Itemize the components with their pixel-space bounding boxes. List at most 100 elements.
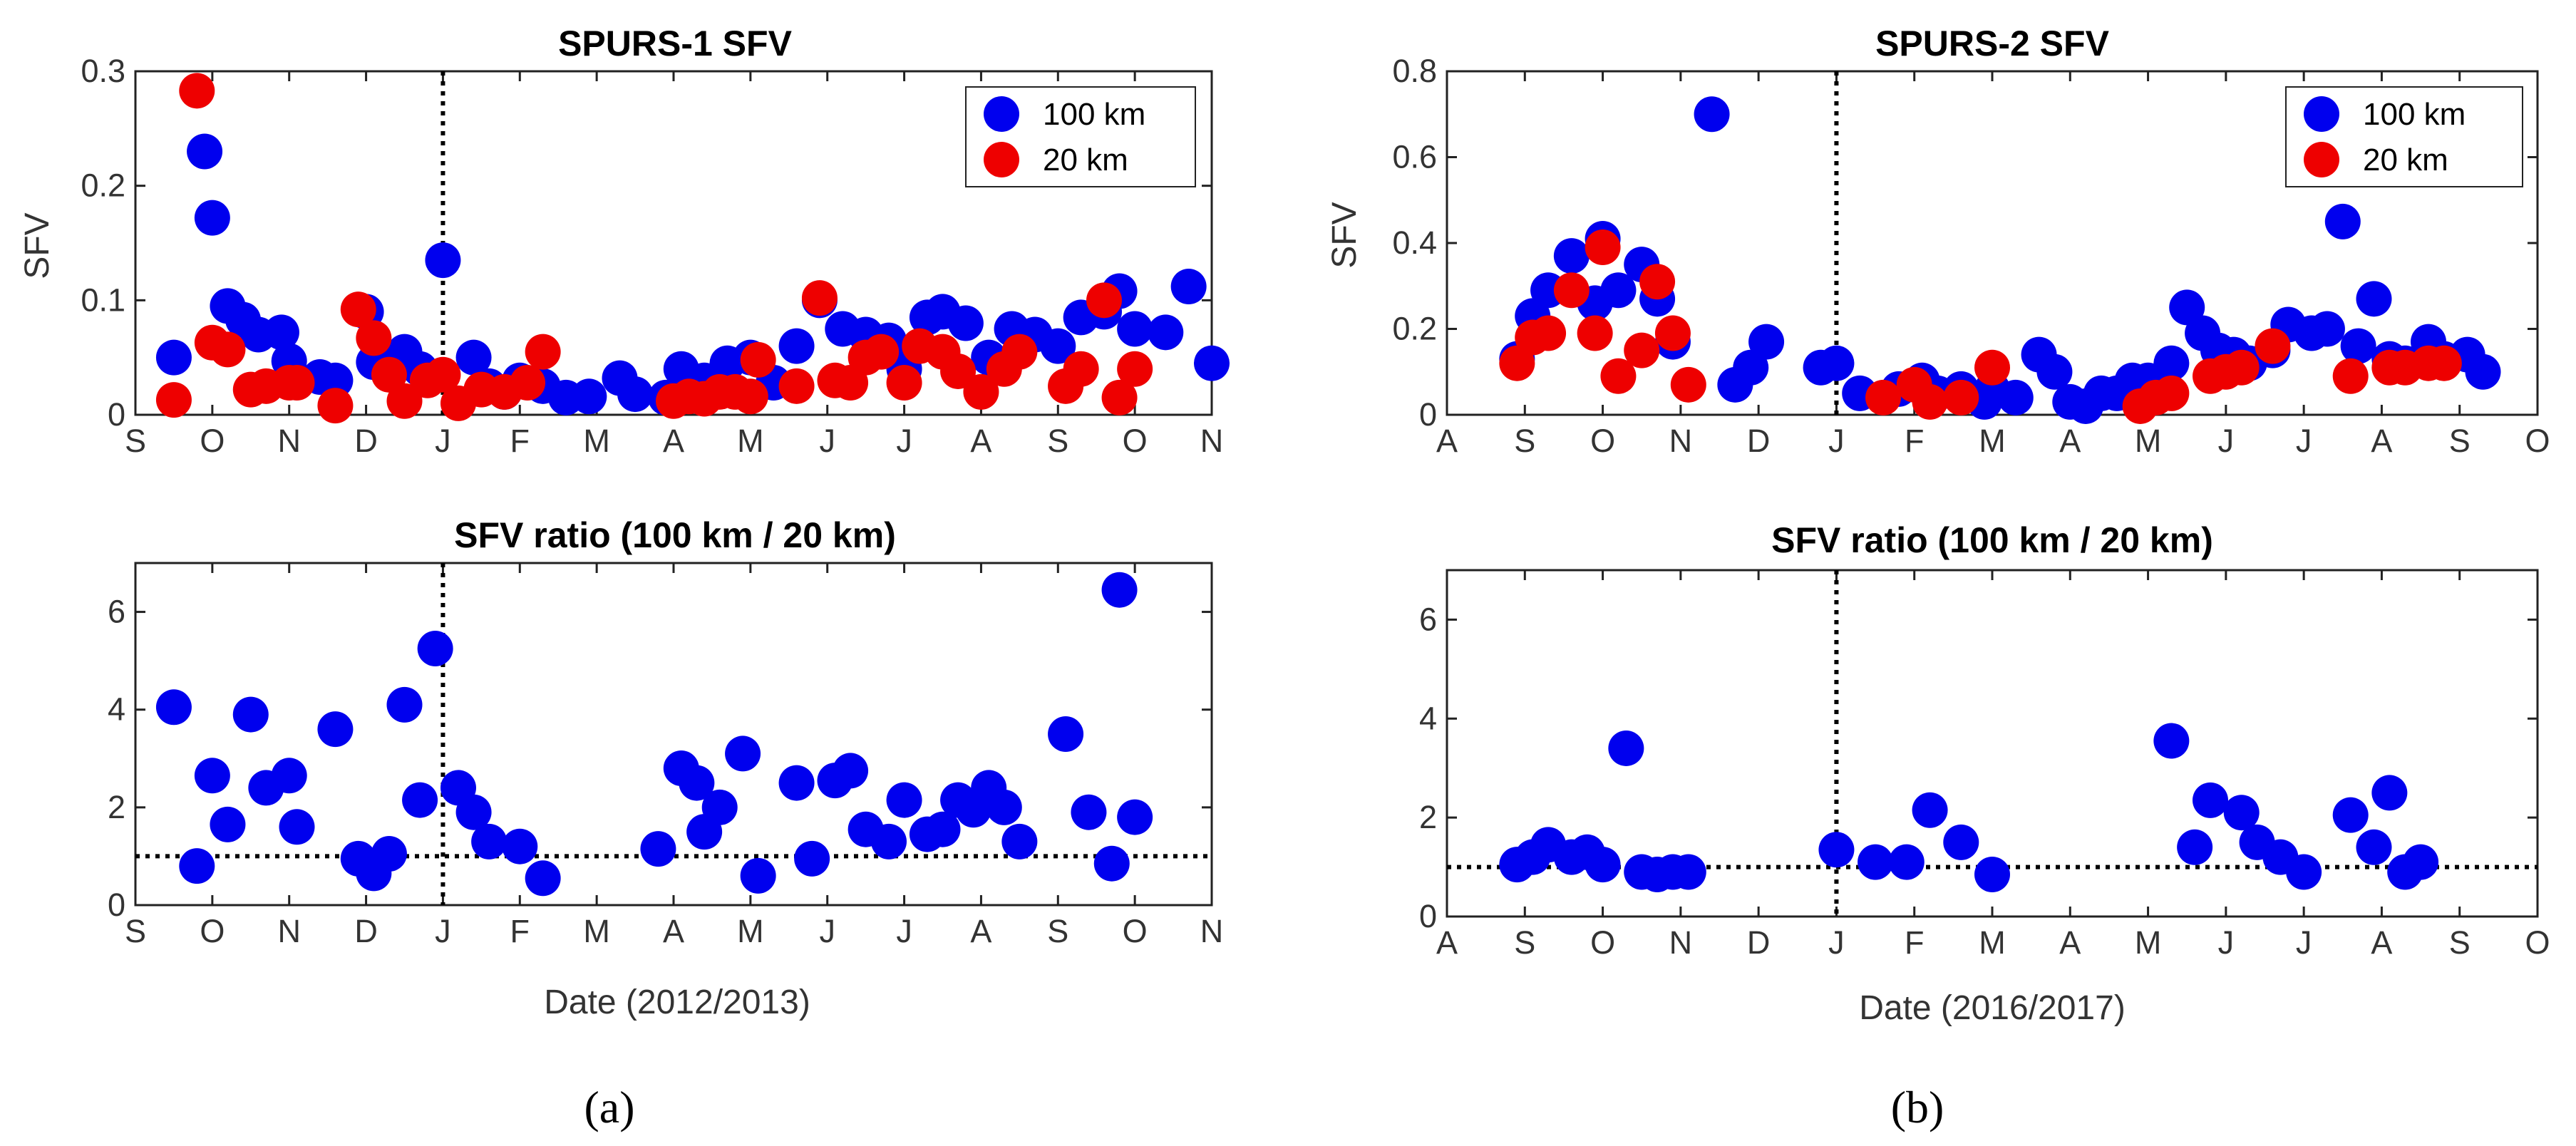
data-point (2153, 375, 2190, 411)
data-point (1040, 328, 1076, 364)
data-point (1997, 379, 2034, 415)
data-point (986, 789, 1022, 825)
data-point (2177, 829, 2213, 865)
x-tick-label: D (1747, 423, 1771, 459)
data-point (386, 686, 423, 723)
data-point (1048, 716, 1084, 752)
chart-title: SFV ratio (100 km / 20 km) (454, 515, 896, 555)
x-tick-label: A (663, 423, 684, 459)
data-point (1530, 315, 1567, 351)
data-point (1912, 383, 1948, 420)
y-tick-label: 0.1 (81, 282, 125, 318)
y-tick-label: 0.6 (1392, 139, 1437, 175)
x-tick-label: D (354, 423, 378, 459)
series-20-km (1499, 229, 2462, 424)
data-point (2356, 829, 2392, 865)
x-tick-label: N (1669, 924, 1693, 961)
chart-title: SFV ratio (100 km / 20 km) (1771, 520, 2213, 560)
series-ratio (155, 572, 1153, 897)
data-point (371, 356, 407, 393)
x-tick-label: S (1514, 423, 1535, 459)
panel-a-bottom-chart: S O N D J F M A M J J A S O N 0 2 4 6 SFV ratio (100 km / 2… (108, 515, 1223, 1021)
data-point (963, 373, 999, 410)
data-point (778, 765, 815, 801)
data-point (417, 631, 453, 666)
y-tick-label: 0 (1419, 396, 1437, 433)
x-tick-label: N (1669, 423, 1693, 459)
data-point (179, 848, 215, 884)
x-tick-label: J (1828, 924, 1845, 961)
data-point (210, 806, 246, 842)
data-point (947, 305, 984, 341)
x-tick-label: M (737, 913, 764, 949)
data-point (179, 73, 215, 109)
data-point (155, 689, 192, 726)
legend-label: 20 km (2363, 143, 2448, 177)
data-point (1858, 844, 1894, 880)
data-point (340, 291, 376, 328)
y-tick-label: 0.2 (81, 167, 125, 204)
x-tick-label: M (1979, 423, 2006, 459)
data-point (886, 782, 922, 818)
data-point (2340, 328, 2376, 364)
x-tick-label: J (2218, 423, 2235, 459)
data-point (386, 383, 423, 419)
x-tick-label: M (737, 423, 764, 459)
legend-label: 100 km (1043, 97, 1145, 132)
data-point (510, 365, 546, 401)
data-point (1577, 315, 1613, 351)
legend-marker (984, 142, 1019, 177)
y-tick-label: 4 (1419, 700, 1437, 736)
data-point (1912, 792, 1948, 828)
data-point (1694, 96, 1730, 133)
y-tick-label: 6 (1419, 601, 1437, 637)
data-point (317, 388, 354, 424)
data-point (778, 328, 815, 364)
x-tick-label: N (1200, 423, 1224, 459)
data-point (1194, 345, 1230, 381)
data-point (371, 836, 407, 872)
data-point (940, 353, 977, 389)
y-axis-label: SFV (19, 212, 56, 279)
y-tick-label: 0.2 (1392, 311, 1437, 347)
x-tick-label: O (200, 913, 225, 949)
y-tick-label: 0 (108, 887, 125, 923)
x-tick-label: A (663, 913, 684, 949)
x-tick-label: N (1200, 913, 1224, 949)
data-point (2223, 349, 2260, 386)
data-point (1974, 856, 2010, 892)
data-point (279, 809, 315, 845)
data-point (2153, 723, 2190, 759)
x-tick-label: A (970, 423, 991, 459)
caption-b-text: (b) (1891, 1082, 1944, 1132)
data-point (1943, 824, 1979, 860)
x-tick-label: O (2525, 924, 2550, 961)
x-tick-label: N (277, 423, 301, 459)
x-tick-label: A (2371, 423, 2392, 459)
x-tick-label: F (1905, 924, 1925, 961)
data-point (1086, 282, 1122, 319)
x-tick-label: J (435, 423, 451, 459)
x-tick-label: O (1590, 924, 1615, 961)
data-point (525, 860, 561, 897)
data-point (1001, 334, 1038, 370)
data-point (402, 782, 438, 818)
data-point (701, 789, 738, 825)
x-tick-label: O (1123, 423, 1148, 459)
x-tick-label: O (2525, 423, 2550, 459)
data-point (1499, 345, 1535, 381)
data-point (425, 356, 461, 393)
data-point (924, 811, 961, 847)
data-point (1063, 351, 1099, 387)
data-point (317, 711, 354, 748)
y-tick-label: 0 (1419, 898, 1437, 934)
caption-b: (b) (1891, 1082, 1944, 1132)
caption-a-text: (a) (584, 1082, 634, 1132)
data-point (725, 735, 761, 772)
x-tick-label: A (1436, 924, 1458, 961)
x-tick-label: J (896, 423, 912, 459)
data-point (2309, 311, 2345, 347)
data-point (279, 365, 315, 401)
data-point (263, 314, 299, 351)
data-point (2169, 289, 2205, 326)
